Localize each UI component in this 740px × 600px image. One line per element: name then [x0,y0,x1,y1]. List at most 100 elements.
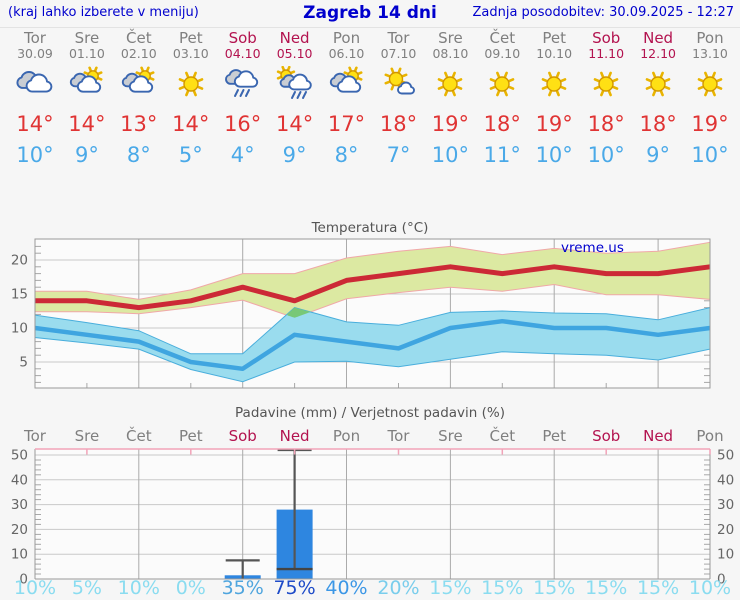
precip-grid [35,449,710,579]
sunny-icon [438,71,463,97]
svg-text:0: 0 [19,572,28,588]
day-date: 06.10 [328,46,365,61]
svg-text:5: 5 [19,355,28,371]
tmin-label: 8° [126,143,151,167]
day-date: 04.10 [224,46,261,61]
cloudy-icon [16,71,53,93]
precip-day-label: Pet [178,427,203,445]
tmin-label: 10° [587,143,625,167]
precip-y-axis-labels: 0 0 10 10 20 20 30 30 40 40 50 50 [11,448,734,588]
tmin-label: 8° [334,143,359,167]
weather-icon-cell [113,61,165,106]
weather-icon-cell [217,61,269,106]
weather-icon-cell [9,61,61,106]
svg-text:10: 10 [11,321,28,337]
weather-icon-cell [321,61,373,106]
tmin-label: 9° [646,143,671,167]
sunny-icon [178,71,204,97]
day-column: Sob 11.10 18° 10° [580,29,632,168]
tmin-label: 4° [230,143,255,167]
svg-text:10: 10 [717,547,734,563]
precip-probability-label: 10% [688,577,732,599]
precipitation-chart: 0 0 10 10 20 20 30 30 40 40 50 50 [11,448,734,588]
day-date: 13.10 [692,46,728,61]
mostly-sunny-icon [384,67,415,95]
precip-day-label: Čet [489,427,516,445]
tmax-label: 18° [379,112,418,136]
precip-chart-title: Padavine (mm) / Verjetnost padavin (%) [235,405,505,421]
day-column: Sre 08.10 19° 10° [424,29,476,168]
precip-day-label: Ned [643,427,674,445]
precip-probability-label: 10% [13,577,57,599]
svg-text:30: 30 [717,497,734,513]
svg-text:15: 15 [11,287,28,303]
weather-icon-cell [61,61,113,106]
tmax-label: 17° [327,112,366,136]
day-name: Sre [438,29,463,47]
day-name: Sob [592,29,621,47]
day-name: Ned [643,29,674,47]
precip-day-label: Čet [126,427,152,445]
temperature-chart: 5 10 15 20 vreme.us [11,238,711,389]
tmax-label: 19° [535,112,573,136]
last-update: Zadnja posodobitev: 30.09.2025 - 12:27 [472,5,734,20]
precip-probability-label: 10% [117,577,160,599]
day-name: Ned [279,29,310,47]
menu-hint: (kraj lahko izberete v meniju) [8,5,199,20]
sun-rain-icon [276,65,312,99]
day-column: Tor 30.09 14° 10° [9,30,61,168]
day-name: Sre [74,29,100,47]
sunny-icon [697,71,723,97]
day-column: Sob 04.10 16° 4° [217,30,269,168]
precip-probability-label: 15% [585,577,628,599]
precip-probability-label: 75% [273,577,316,599]
weather-icon-cell [373,61,425,106]
day-name: Pon [332,29,361,47]
tmax-label: 16° [224,112,262,136]
tmin-label: 7° [386,143,411,167]
weather-icon-cell [632,61,684,106]
day-date: 07.10 [380,46,417,61]
precip-day-label: Sre [74,427,100,445]
day-column: Čet 02.10 13° 8° [113,30,165,168]
precip-probability-label: 15% [636,577,680,599]
svg-text:10: 10 [11,547,28,563]
precip-probability-label: 20% [377,577,420,599]
day-column: Pet 10.10 19° 10° [528,29,580,168]
svg-text:20: 20 [717,522,734,538]
precip-probability-label: 40% [325,577,368,599]
tmin-label: 11° [483,143,521,167]
day-column: Sre 01.10 14° 9° [61,29,113,168]
tmin-label: 9° [74,143,99,167]
tmax-label: 13° [120,112,158,136]
weather-icon-cell [476,61,528,106]
svg-text:0: 0 [717,572,726,588]
day-date: 12.10 [640,46,676,61]
tmax-label: 19° [691,112,729,136]
svg-text:20: 20 [11,253,28,269]
tmin-label: 10° [535,143,573,167]
svg-text:20: 20 [11,522,28,538]
day-date: 03.10 [172,46,209,61]
precip-day-label: Pon [696,427,724,445]
day-name: Pon [696,29,724,47]
day-date: 02.10 [120,46,157,61]
watermark-link[interactable]: vreme.us [561,240,624,256]
weather-icon-cell [528,61,580,106]
weather-icon-cell [165,61,217,106]
precip-probability-label: 35% [221,577,264,599]
precip-day-label: Tor [24,427,46,445]
precip-day-label: Ned [279,427,310,445]
day-date: 08.10 [432,46,469,61]
tmin-label: 9° [282,143,307,167]
day-column: Pon 13.10 19° 10° [684,29,736,168]
day-date: 30.09 [17,46,53,61]
temp-chart-title: Temperatura (°C) [311,220,429,236]
day-name: Pet [542,29,566,47]
svg-text:30: 30 [11,497,28,513]
tmin-label: 10° [16,143,54,167]
day-date: 05.10 [276,46,313,61]
precip-day-label: Sob [228,427,257,445]
tmin-line [34,318,711,372]
